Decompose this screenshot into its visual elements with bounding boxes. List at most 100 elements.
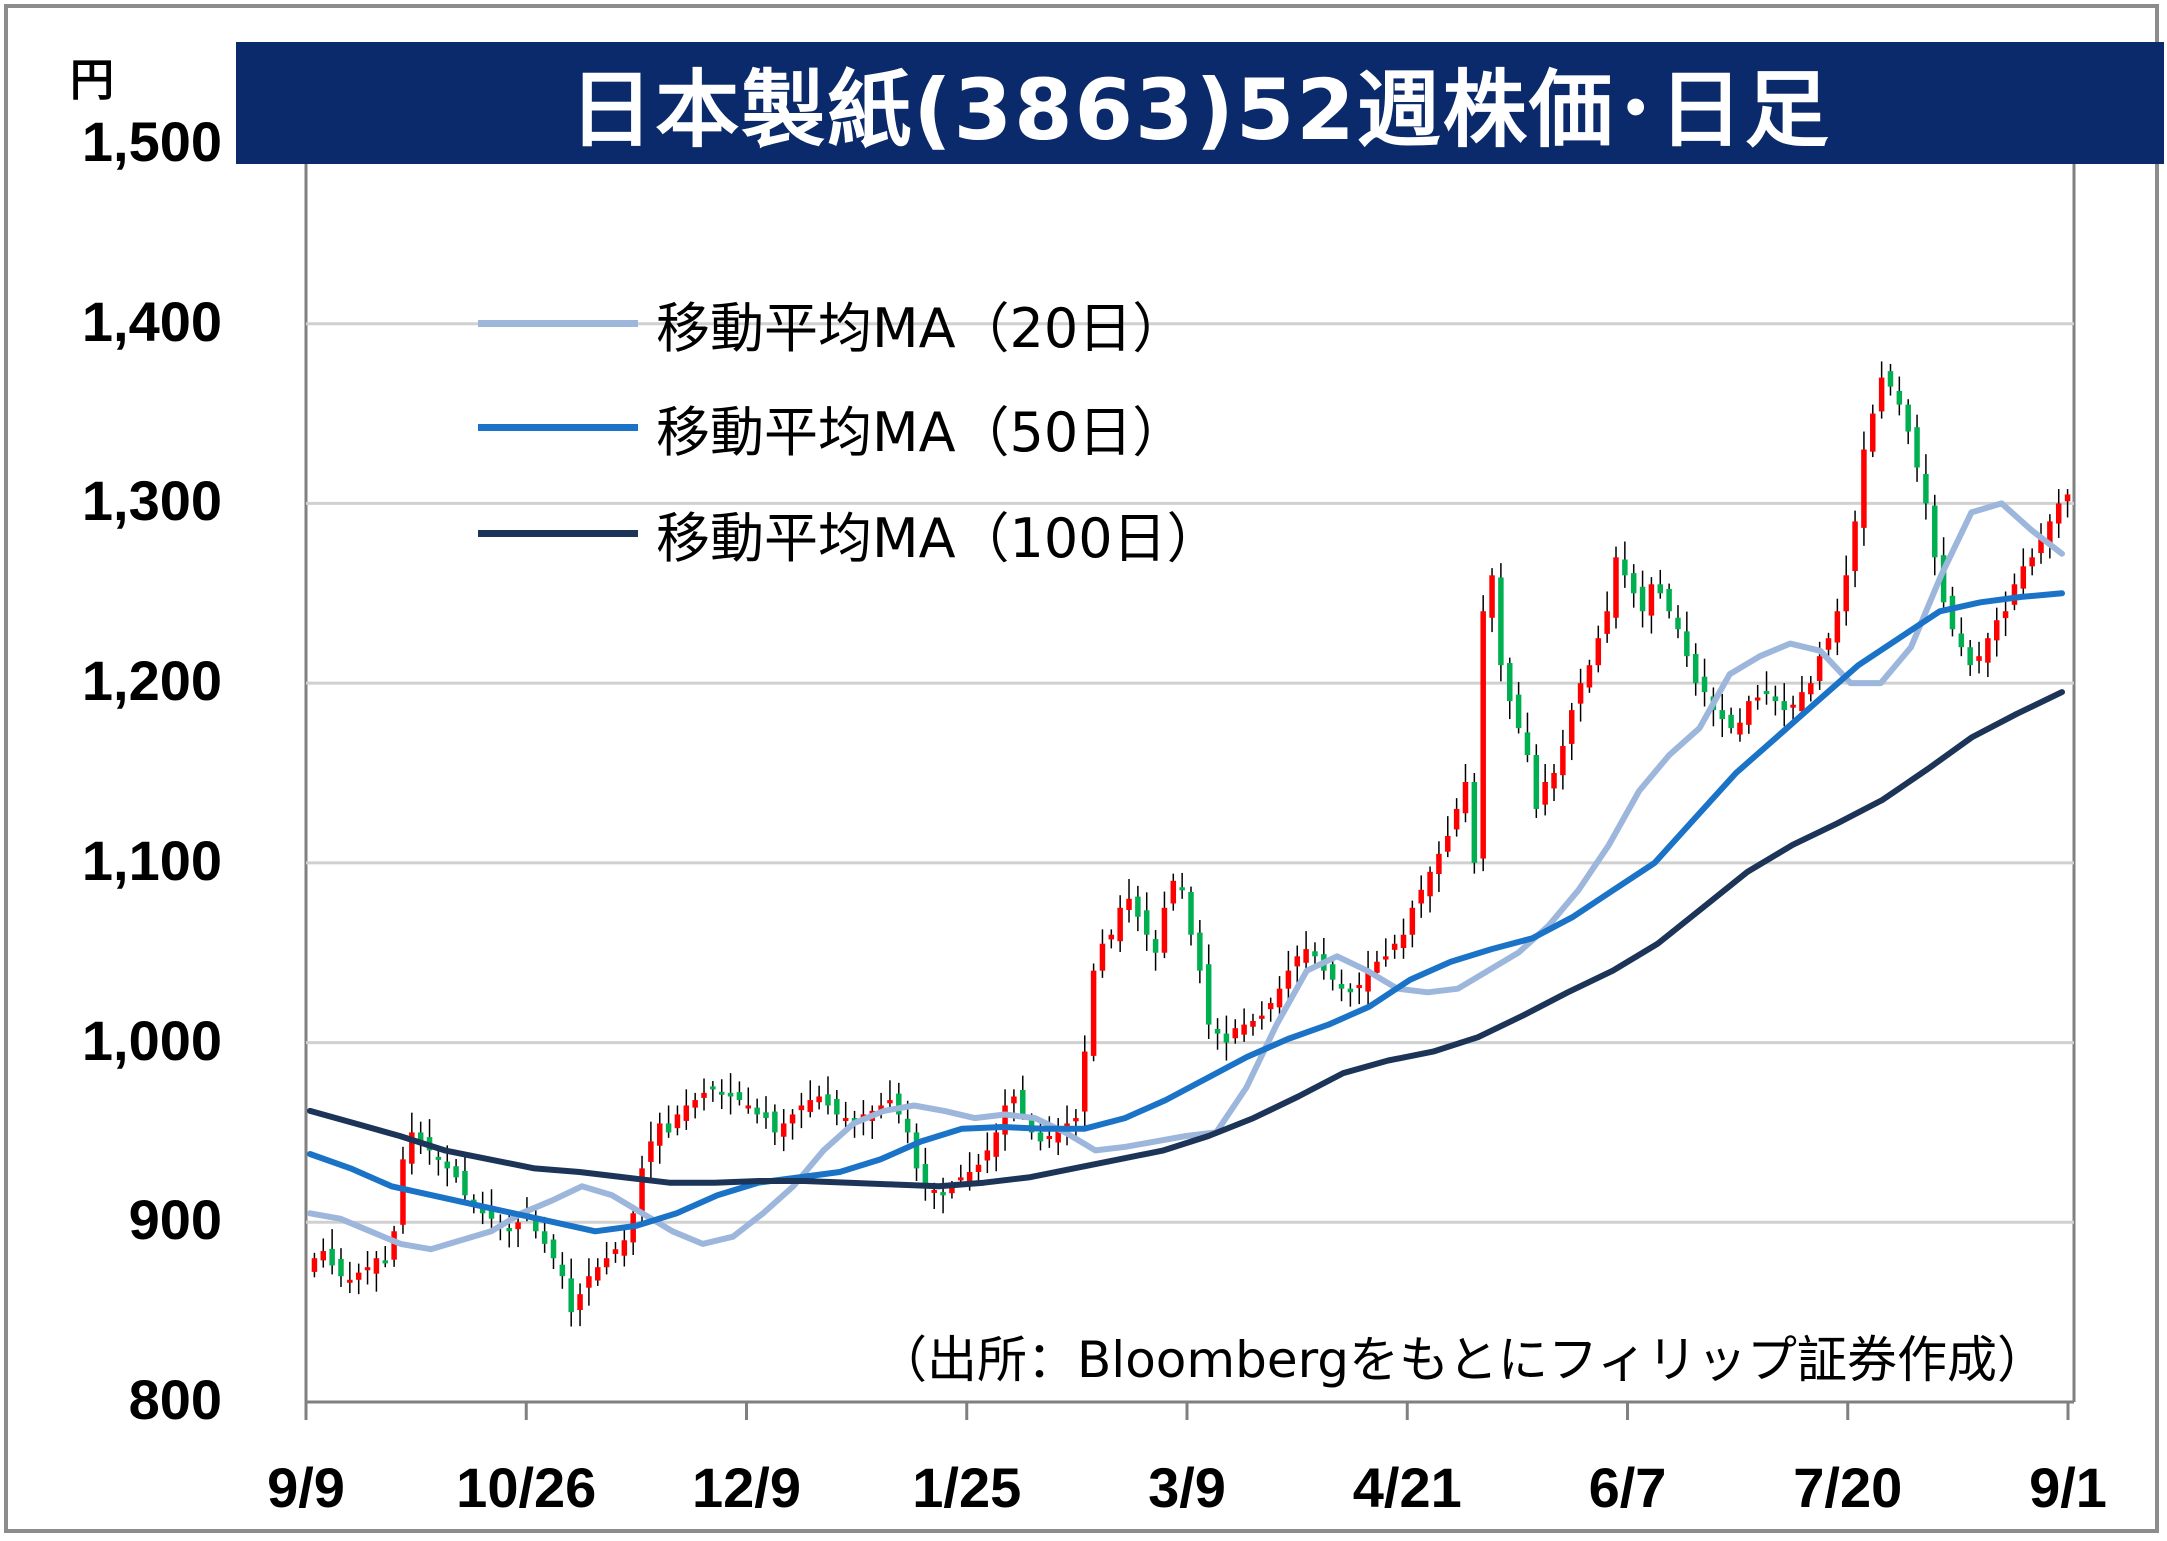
candle-down [710,1086,716,1090]
candle-down [550,1239,557,1259]
candle-up [2055,503,2062,524]
candle-down [1020,1090,1026,1115]
candle-down [1037,1132,1044,1142]
candle-down [1179,887,1185,891]
candle-up [1480,611,1486,859]
candle-up [1613,557,1619,618]
candle-up [1108,934,1115,940]
candle-down [559,1264,566,1277]
candle-up [887,1100,893,1104]
candle-up [1099,943,1106,971]
candle-up [1285,970,1292,989]
candle-down [1223,1033,1230,1043]
y-tick-label: 800 [128,1368,222,1431]
candle-down [1639,586,1646,612]
candle-up [1843,575,1849,612]
candle-down [1949,595,1956,630]
candle-up [1303,949,1309,963]
legend-ma100-label: 移動平均MA（100日） [656,506,1221,570]
candle-down [1666,588,1672,612]
candle-down [896,1093,902,1115]
legend-ma50-swatch [478,423,638,431]
candle-up [373,1258,380,1274]
candle-down [568,1278,574,1313]
candle-up [701,1092,707,1098]
candle-up [586,1276,592,1288]
candle-down [1152,939,1159,953]
source-note: （出所：Bloombergをもとにフィリップ証券作成） [877,1331,2047,1389]
y-tick-label: 1,100 [81,828,222,892]
y-unit-label: 円 [70,55,114,106]
candle-up [1383,956,1389,960]
candle-up [612,1249,619,1254]
candle-down [1684,631,1690,657]
candle-up [975,1164,982,1172]
candle-down [1197,932,1203,971]
candle-up [1808,683,1814,695]
candle-up [1046,1136,1053,1140]
candle-up [1002,1105,1008,1135]
legend-ma100: 移動平均MA（100日） [478,498,1221,570]
candle-down [736,1092,743,1101]
candle-up [595,1267,601,1281]
candle-up [320,1251,327,1261]
candle-down [754,1107,760,1115]
candle-up [1542,781,1548,805]
candle-down [1507,663,1513,702]
x-tick-label: 6/7 [1588,1456,1667,1519]
candle-up [807,1100,814,1112]
candle-down [772,1111,778,1133]
candle-down [1347,988,1354,993]
candle-up [789,1114,796,1124]
candle-up [958,1177,964,1181]
ma50-line [307,590,2065,1235]
candle-up [1861,449,1867,528]
candle-up [648,1141,654,1162]
candle-up [1870,413,1876,452]
candle-down [338,1258,344,1277]
candle-down [1533,755,1540,809]
candle-down [1524,732,1531,756]
y-tick-label: 1,500 [81,110,222,173]
x-tick-label: 12/9 [692,1456,801,1519]
x-tick-label: 3/9 [1148,1456,1226,1519]
x-tick-label: 10/26 [456,1456,597,1519]
candle-up [1073,1118,1079,1122]
candle-down [1914,427,1920,468]
candle-up [577,1294,583,1310]
candle-up [1400,934,1407,949]
ma20-line [307,500,2065,1253]
candle-up [1551,773,1557,789]
candle-up [1799,692,1805,712]
candle-down [1932,505,1938,558]
candle-up [1834,611,1841,643]
candle-down [727,1092,734,1097]
candle-up [674,1114,681,1129]
candle-up [683,1105,690,1121]
x-tick-label: 9/9 [267,1456,345,1519]
legend-ma20-swatch [478,319,638,327]
legend-ma20-label: 移動平均MA（20日） [656,296,1187,360]
candle-up [1365,970,1371,992]
candle-up [798,1105,805,1111]
candle-down [417,1132,424,1142]
legend-ma50-label: 移動平均MA（50日） [656,400,1187,464]
title-band: 日本製紙(3863)52週株価･日足 [236,42,2164,164]
y-tick-label: 1,400 [81,289,222,353]
candle-down [1781,701,1787,711]
candle-down [1896,390,1903,405]
candle-down [1763,691,1770,695]
candle-down [444,1161,450,1169]
candle-up [515,1222,521,1230]
candle-up [1117,907,1123,942]
candle-up [1595,638,1602,666]
candle-down [1701,676,1708,693]
candle-up [400,1159,406,1225]
candle-down [825,1094,831,1106]
candle-down [329,1248,335,1266]
candle-down [462,1170,468,1196]
candle-up [2002,611,2009,619]
candle-up [409,1132,415,1164]
candle-down [904,1118,911,1133]
candle-up [1170,880,1177,904]
